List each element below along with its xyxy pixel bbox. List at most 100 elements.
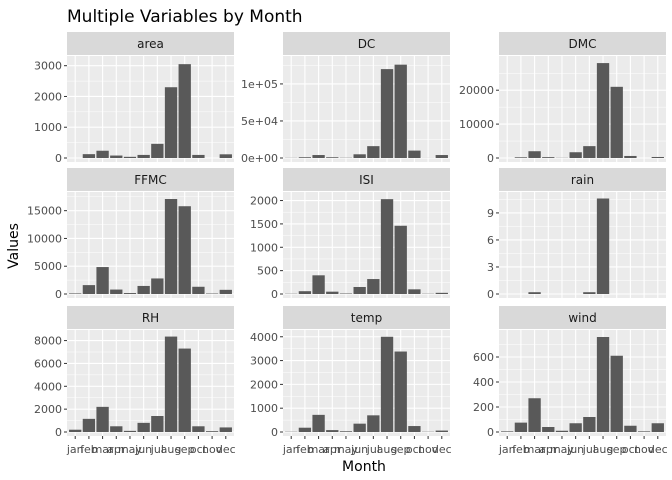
chart-title: Multiple Variables by Month [67, 7, 303, 27]
y-tick-label: 0 [271, 426, 278, 439]
bar-rain-mar [528, 292, 541, 294]
bar-wind-mar [528, 398, 541, 432]
bar-dmc-aug [596, 63, 610, 158]
bar-isi-jun [353, 286, 366, 294]
bar-area-dec [219, 154, 232, 158]
y-tick-label: 2000 [34, 403, 62, 416]
bar-ffmc-dec [219, 289, 232, 294]
bar-temp-may [339, 431, 353, 432]
y-tick-label: 0 [55, 426, 62, 439]
bar-isi-mar [312, 275, 325, 294]
bar-area-feb [82, 154, 96, 158]
bar-rain-aug [596, 198, 610, 294]
facet-panel-wind: wind 0 200 400 600 janfebmaraprmayjunjulaugse… [473, 306, 668, 456]
y-tick-label: 8000 [34, 335, 62, 348]
y-tick-label: 0 [271, 288, 278, 301]
y-tick-label: 400 [473, 376, 494, 389]
bar-wind-feb [514, 422, 528, 432]
bar-dmc-sep [610, 86, 623, 158]
bar-wind-jul [583, 417, 596, 432]
x-tick-label: may [550, 443, 574, 456]
x-tick-label: oct [622, 443, 640, 456]
bar-dmc-feb [514, 157, 528, 158]
y-tick-label: 1e+05 [241, 78, 278, 91]
facet-strip-label: DC [358, 37, 376, 51]
facet-strip [499, 306, 666, 329]
x-tick-label: jun [350, 443, 368, 456]
facet-strip [499, 168, 666, 191]
bar-dmc-oct [624, 155, 637, 158]
x-tick-label: oct [190, 443, 208, 456]
bar-rh-sep [178, 348, 191, 432]
x-tick-label: apr [107, 443, 126, 456]
y-tick-label: 0 [55, 152, 62, 165]
y-tick-label: 600 [473, 351, 494, 364]
bar-rh-jul [151, 416, 164, 432]
bar-isi-oct [408, 289, 421, 294]
facet-strip-label: area [137, 37, 164, 51]
bar-dc-jul [367, 146, 380, 158]
bar-isi-jul [367, 279, 380, 294]
bar-dc-jun [353, 154, 366, 158]
y-tick-label: 5000 [34, 260, 62, 273]
x-tick-label: nov [418, 443, 439, 456]
x-tick-label: nov [634, 443, 655, 456]
facet-panel-area: area 0 1000 2000 3000 [34, 32, 234, 165]
facet-strip [283, 32, 450, 55]
bar-rh-aug [164, 336, 178, 432]
x-tick-label: may [334, 443, 358, 456]
facet-strip [283, 168, 450, 191]
bar-dmc-apr [542, 157, 555, 158]
facet-panel-dc: DC 0e+00 5e+04 1e+05 [241, 32, 450, 165]
plot-panel [67, 192, 234, 298]
bar-ffmc-apr [110, 289, 123, 294]
bar-area-sep [178, 64, 191, 158]
y-tick-label: 10000 [27, 232, 62, 245]
x-tick-label: dec [432, 443, 452, 456]
y-axis-label: Values [6, 223, 22, 269]
y-tick-label: 0 [55, 288, 62, 301]
bar-dc-mar [312, 155, 325, 158]
bar-isi-sep [394, 225, 407, 294]
bar-rh-jun [137, 422, 150, 432]
y-tick-label: 4000 [34, 380, 62, 393]
facet-panel-ffmc: FFMC 0 5000 10000 15000 [27, 168, 234, 301]
bar-ffmc-jan [69, 293, 82, 294]
x-tick-label: feb [80, 443, 98, 456]
bar-ffmc-feb [82, 285, 96, 294]
bar-area-may [123, 156, 137, 158]
x-tick-label: sep [391, 443, 410, 456]
x-tick-label: apr [323, 443, 342, 456]
bar-temp-jun [353, 423, 366, 432]
bar-wind-aug [596, 337, 610, 432]
x-tick-label: jul [150, 443, 164, 456]
x-tick-label: mar [92, 443, 114, 456]
bar-temp-sep [394, 351, 407, 432]
facet-strip-label: ISI [359, 173, 374, 187]
x-tick-label: sep [607, 443, 626, 456]
facet-strip [67, 306, 234, 329]
x-tick-label: aug [377, 443, 398, 456]
bar-temp-oct [408, 426, 421, 432]
plot-panel [67, 330, 234, 436]
bar-rh-may [123, 430, 137, 432]
facet-strip [283, 306, 450, 329]
bar-wind-oct [624, 425, 637, 432]
y-tick-label: 3 [487, 261, 494, 274]
y-tick-label: 6 [487, 234, 494, 247]
bar-area-aug [164, 87, 178, 158]
bar-rh-nov [205, 431, 219, 432]
x-tick-label: jan [498, 443, 516, 456]
bar-area-jun [137, 154, 150, 158]
x-tick-label: may [118, 443, 142, 456]
x-tick-label: nov [202, 443, 223, 456]
y-tick-label: 1000 [250, 402, 278, 415]
bar-temp-dec [435, 430, 448, 432]
y-tick-label: 0 [487, 152, 494, 165]
bar-area-mar [96, 150, 109, 158]
bar-temp-feb [298, 427, 312, 432]
bar-ffmc-oct [192, 286, 205, 294]
bar-ffmc-jul [151, 278, 164, 294]
x-axis-label: Month [342, 459, 386, 475]
